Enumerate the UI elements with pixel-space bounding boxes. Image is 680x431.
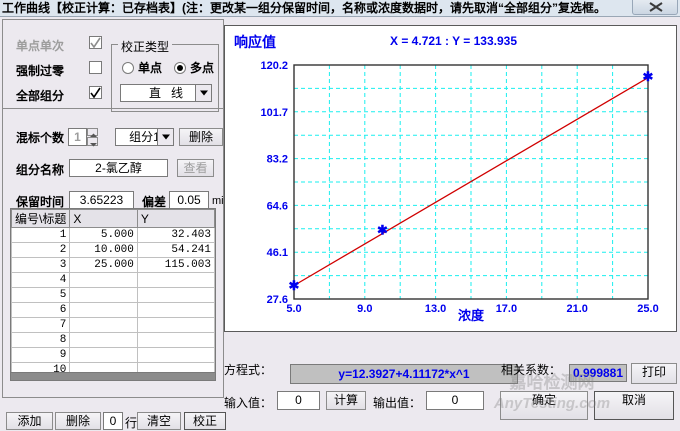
svg-text:5.0: 5.0 [286,303,301,315]
svg-text:✱: ✱ [289,278,300,293]
svg-text:64.6: 64.6 [267,200,288,212]
svg-text:浓度: 浓度 [458,308,485,323]
svg-text:27.6: 27.6 [267,294,288,306]
svg-text:101.7: 101.7 [260,107,288,119]
svg-text:83.2: 83.2 [267,154,288,166]
svg-text:13.0: 13.0 [425,303,446,315]
svg-text:21.0: 21.0 [566,303,587,315]
svg-text:✱: ✱ [643,69,654,84]
svg-text:25.0: 25.0 [637,303,658,315]
svg-text:46.1: 46.1 [267,247,288,259]
svg-text:17.0: 17.0 [496,303,517,315]
svg-text:9.0: 9.0 [357,303,372,315]
svg-text:✱: ✱ [377,223,388,238]
svg-text:120.2: 120.2 [260,60,288,72]
